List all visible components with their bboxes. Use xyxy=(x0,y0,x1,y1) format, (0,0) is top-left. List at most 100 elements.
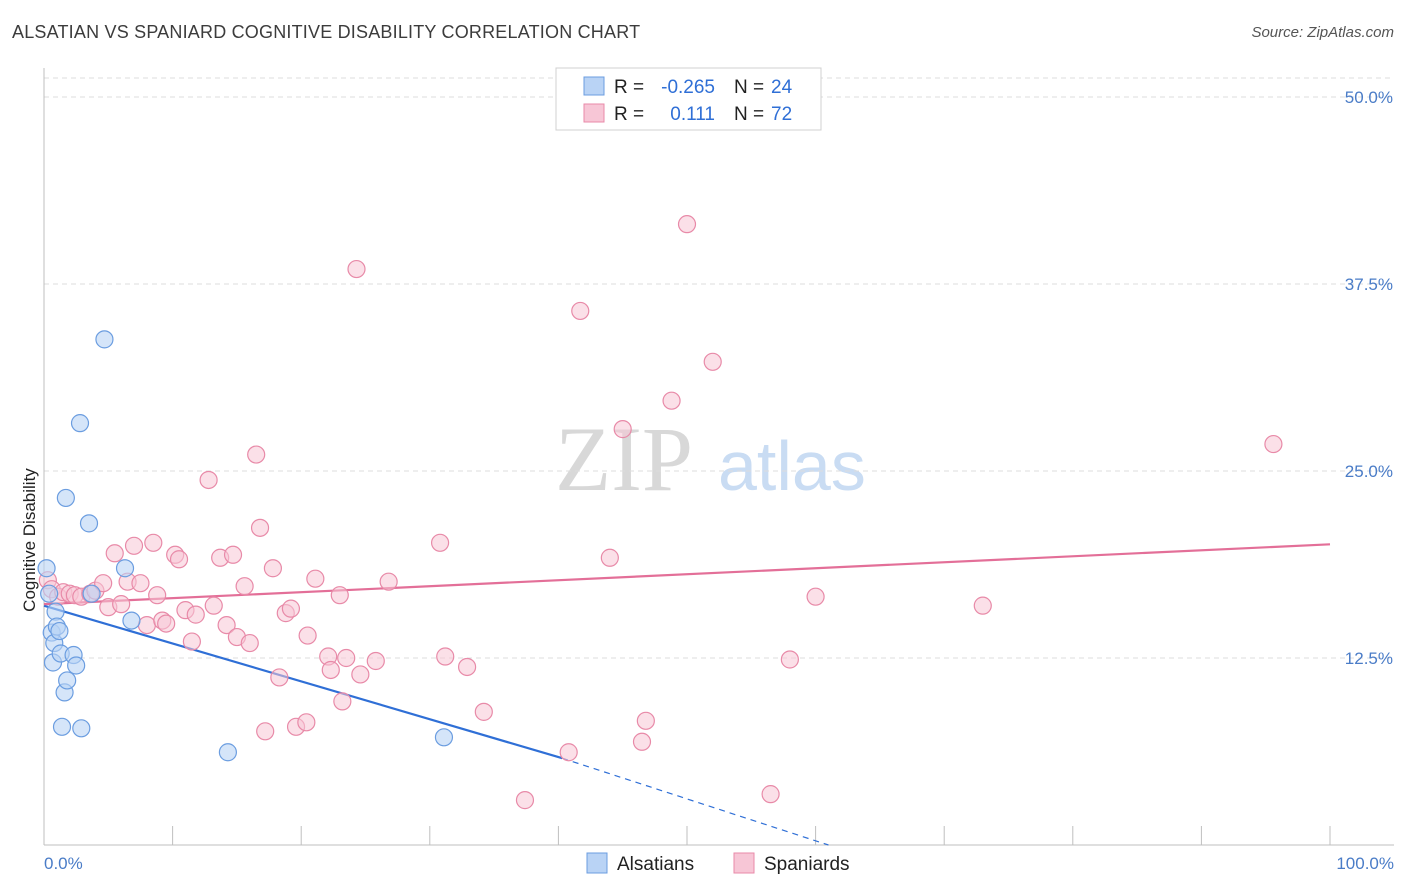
spaniard-point xyxy=(515,791,535,810)
alsatian-point xyxy=(67,656,86,675)
legend-r-value-1: -0.265 xyxy=(661,77,715,98)
spaniards-points xyxy=(38,215,1283,810)
legend-r-label-2: R = xyxy=(614,104,644,125)
spaniard-point xyxy=(351,665,370,684)
y-tick-label: 50.0% xyxy=(1345,88,1393,107)
bottom-legend-swatch-alsatians xyxy=(586,852,608,874)
spaniard-point xyxy=(157,614,176,633)
alsatian-point xyxy=(52,717,72,736)
y-tick-label: 12.5% xyxy=(1345,649,1393,668)
spaniard-point xyxy=(571,301,590,321)
spaniard-point xyxy=(112,595,131,614)
spaniard-point xyxy=(250,518,270,537)
x-tick-label-min: 0.0% xyxy=(44,854,83,873)
legend-n-label-1: N = xyxy=(734,77,764,98)
spaniard-point xyxy=(379,572,398,591)
y-tick-label: 25.0% xyxy=(1345,462,1393,481)
alsatians-trend-extension xyxy=(562,757,829,846)
spaniard-point xyxy=(1264,434,1283,454)
spaniard-point xyxy=(806,587,825,606)
legend-n-label-2: N = xyxy=(734,104,764,125)
alsatian-point xyxy=(46,602,65,621)
spaniard-point xyxy=(474,702,493,721)
legend-swatch-spaniards xyxy=(583,103,605,123)
correlation-legend: R = -0.265 N = 24 R = 0.111 N = 72 xyxy=(555,67,822,131)
spaniard-point xyxy=(703,352,722,371)
spaniard-point xyxy=(144,533,163,552)
spaniard-point xyxy=(223,545,243,564)
spaniard-point xyxy=(677,215,697,234)
spaniard-point xyxy=(636,711,655,730)
y-tick-label: 37.5% xyxy=(1345,275,1393,294)
spaniard-point xyxy=(256,722,275,741)
spaniard-point xyxy=(761,785,780,804)
alsatian-point xyxy=(58,671,77,690)
spaniard-point xyxy=(297,713,316,732)
spaniard-point xyxy=(780,650,799,669)
spaniard-point xyxy=(94,574,113,593)
spaniard-point xyxy=(366,651,385,671)
spaniard-point xyxy=(204,596,223,615)
alsatian-point xyxy=(218,743,237,762)
spaniard-point xyxy=(148,586,167,605)
legend-r-value-2: 0.111 xyxy=(670,104,715,125)
spaniard-point xyxy=(217,615,236,635)
spaniard-point xyxy=(321,660,340,680)
spaniard-point xyxy=(662,391,681,410)
spaniard-point xyxy=(169,550,189,569)
alsatian-point xyxy=(72,719,91,738)
spaniard-point xyxy=(270,668,289,687)
alsatian-point xyxy=(95,330,114,349)
alsatian-point xyxy=(70,414,90,433)
alsatians-trend-line xyxy=(43,604,563,760)
alsatian-point xyxy=(37,559,56,578)
legend-n-value-1: 24 xyxy=(771,77,793,98)
chart-title: ALSATIAN VS SPANIARD COGNITIVE DISABILIT… xyxy=(12,22,641,42)
spaniards-trend-line xyxy=(43,543,1331,606)
legend-swatch-alsatians xyxy=(583,76,605,96)
spaniard-point xyxy=(281,599,301,618)
alsatian-point xyxy=(122,611,141,630)
alsatian-point xyxy=(40,584,59,603)
spaniard-point xyxy=(199,470,218,490)
spaniard-point xyxy=(600,548,619,567)
spaniard-point xyxy=(240,633,259,653)
spaniard-point xyxy=(137,615,156,635)
spaniard-point xyxy=(613,420,632,439)
alsatian-point xyxy=(434,728,454,747)
spaniard-point xyxy=(186,605,205,624)
spaniard-point xyxy=(559,743,578,762)
alsatian-point xyxy=(50,621,69,641)
spaniard-point xyxy=(124,536,144,555)
spaniard-point xyxy=(247,445,266,464)
bottom-legend-spaniards: Spaniards xyxy=(764,854,850,875)
series-legend: Alsatians Spaniards xyxy=(586,852,850,875)
spaniard-point xyxy=(333,692,352,711)
trendlines xyxy=(43,543,1331,846)
spaniard-point xyxy=(632,732,652,751)
spaniard-point xyxy=(131,574,150,593)
spaniard-point xyxy=(347,259,366,279)
bottom-legend-swatch-spaniards xyxy=(733,852,755,874)
axes: 12.5% 25.0% 37.5% 50.0% xyxy=(43,68,1394,846)
spaniard-point xyxy=(235,577,254,596)
alsatian-point xyxy=(56,488,75,508)
spaniard-point xyxy=(330,586,349,605)
y-axis-label: Cognitive Disability xyxy=(20,468,39,612)
spaniard-point xyxy=(430,533,450,552)
alsatians-points xyxy=(37,330,454,762)
source-label: Source: ZipAtlas.com xyxy=(1251,24,1394,41)
spaniard-point xyxy=(105,544,124,563)
spaniard-point xyxy=(337,648,356,668)
spaniard-point xyxy=(306,569,325,588)
watermark-atlas: atlas xyxy=(718,427,866,505)
spaniard-point xyxy=(182,632,201,651)
x-tick-label-max: 100.0% xyxy=(1336,854,1394,873)
legend-n-value-2: 72 xyxy=(771,104,792,125)
bottom-legend-alsatians: Alsatians xyxy=(617,854,694,875)
alsatian-point xyxy=(115,559,135,578)
spaniard-point xyxy=(263,559,283,578)
spaniard-point xyxy=(298,626,317,645)
spaniard-point xyxy=(457,657,477,677)
